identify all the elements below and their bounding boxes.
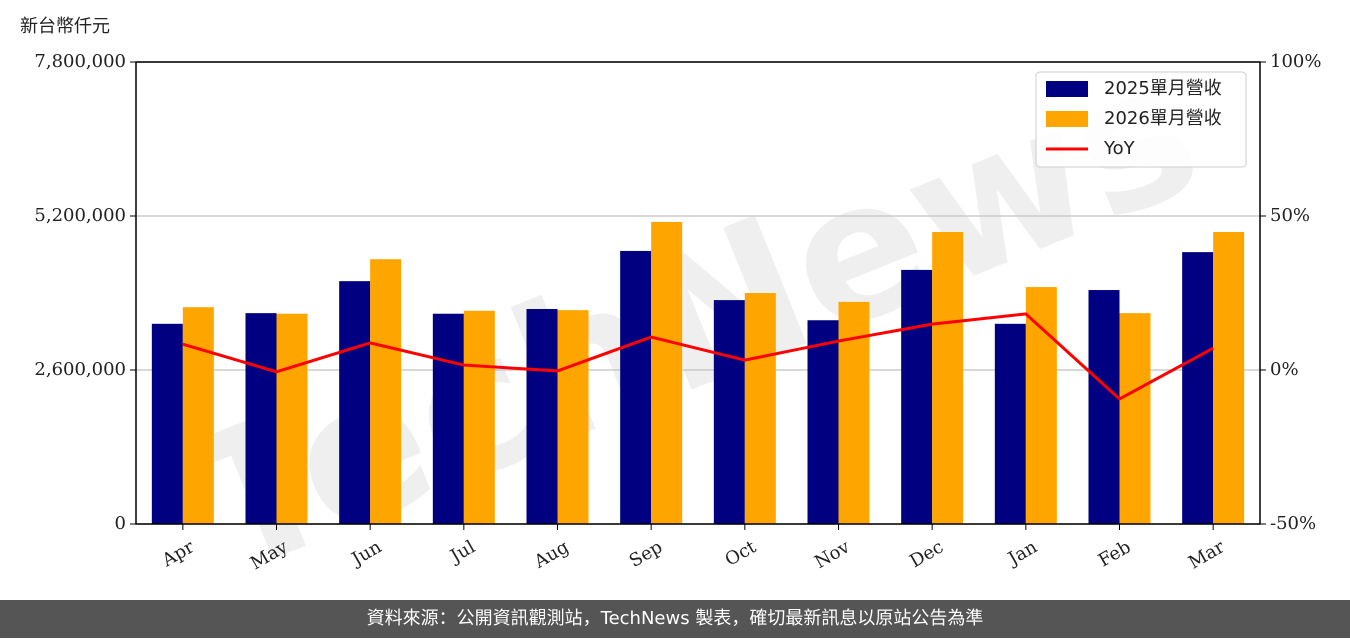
legend-swatch [1046,111,1088,127]
bar [245,313,277,524]
bar [526,308,558,524]
y2-tick-label: 100% [1270,51,1321,72]
bar [1119,313,1151,524]
y-axis-label: 新台幣仟元 [20,16,110,37]
yoy-line [182,312,1214,401]
x-tick-label: Jul [445,536,479,568]
bar [432,313,464,524]
x-tick-label: Dec [906,536,947,572]
footer-bar [0,600,1350,638]
plot-frame [135,61,1261,525]
bar [651,221,683,524]
bar [1025,287,1057,524]
bar [463,310,495,524]
x-tick-label: Jan [1003,536,1041,570]
y-tick-label: 7,800,000 [34,51,126,72]
footer: 資料來源：公開資訊觀測站，TechNews 製表，確切最新訊息以原站公告為準 [367,608,984,629]
bar [557,310,589,524]
bar [620,250,652,524]
y-tick-label: 0 [115,513,126,534]
bar [370,259,402,524]
bar [1213,231,1245,524]
x-tick-label: Oct [722,536,761,571]
legend-swatch [1046,81,1088,97]
y2-tick-label: -50% [1270,513,1316,534]
x-tick-label: Nov [811,536,854,573]
legend-label: 2026單月營收 [1104,108,1222,129]
y2-tick-label: 0% [1270,359,1299,380]
bar [932,231,964,524]
x-tick-label: Feb [1095,536,1135,571]
legend-label: 2025單月營收 [1104,78,1222,99]
bar [276,313,308,524]
y-tick-label: 5,200,000 [34,205,126,226]
legend-box [1035,71,1247,168]
x-tick-label: Aug [530,536,573,573]
bar [1088,290,1120,524]
y-tick-label: 2,600,000 [34,359,126,380]
bar [151,323,183,524]
x-tick-label: Apr [158,536,198,571]
bar [182,307,214,524]
bar [744,293,776,524]
bar [807,320,839,524]
bar [1182,252,1214,524]
legend-label: YoY [1103,138,1136,159]
bar [994,323,1026,524]
legend: 2025單月營收 2026單月營收 YoY [1035,71,1247,168]
x-tick-label: Sep [626,536,666,571]
x-tick-label: Mar [1185,536,1229,573]
bar [713,300,745,524]
bar [339,281,371,524]
y2-tick-label: 50% [1270,205,1310,226]
bar [901,269,933,524]
